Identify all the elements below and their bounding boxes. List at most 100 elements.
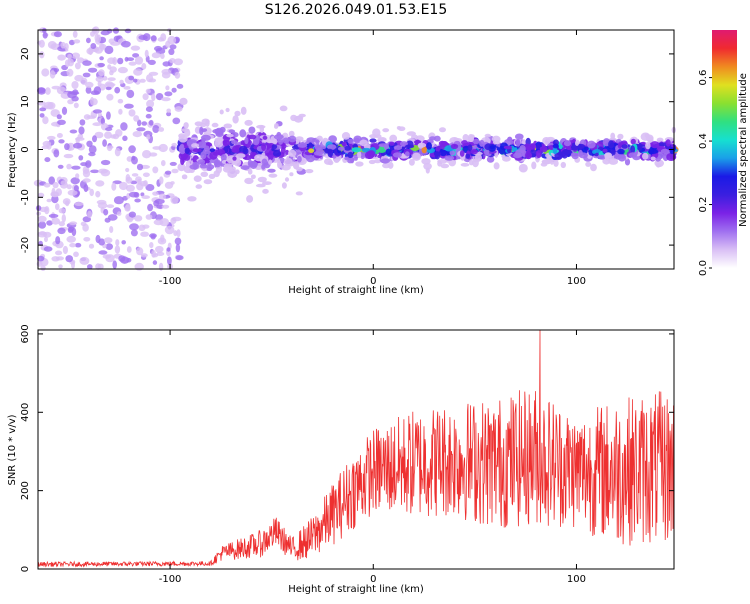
spectrogram-cell: [164, 225, 175, 235]
spectrogram-cell: [115, 239, 120, 246]
spectrogram-cell: [141, 63, 147, 70]
spectrogram-cell: [82, 60, 92, 66]
spectrogram-y-tick-label: 20: [20, 48, 31, 61]
spectrogram-cell: [630, 145, 636, 154]
spectrogram-cell: [73, 39, 81, 44]
spectrogram-cell: [172, 117, 181, 125]
spectrogram-cell: [48, 213, 59, 218]
spectrogram-cell: [89, 188, 94, 197]
spectrogram-cell: [268, 173, 278, 178]
spectrogram-cell: [149, 242, 154, 249]
spectrogram-cell: [134, 198, 141, 203]
spectrogram-cell: [472, 138, 480, 144]
spectrogram-cell: [41, 145, 50, 150]
spectrogram-cell: [51, 187, 56, 196]
spectrogram-cell: [74, 242, 82, 248]
spectrogram-cell: [161, 68, 171, 75]
spectrogram-cell: [281, 182, 287, 189]
spectrogram-cell: [255, 183, 266, 188]
spectrogram-cell: [117, 57, 124, 65]
spectrogram-cell: [55, 256, 64, 261]
spectrogram-cell: [166, 108, 171, 114]
spectrogram-cell: [60, 180, 68, 186]
spectrogram-cell: [378, 143, 388, 148]
spectrogram-cell: [439, 127, 446, 133]
spectrogram-cell: [123, 86, 131, 90]
spectrogram-cell: [617, 148, 625, 155]
spectrogram-cell: [161, 204, 170, 209]
spectrogram-cell: [132, 131, 142, 138]
spectrogram-cell: [507, 136, 513, 142]
spectrogram-cell: [114, 86, 121, 94]
spectrogram-cell: [199, 126, 204, 136]
spectrogram-cell: [66, 163, 72, 170]
spectrogram-cell: [277, 160, 282, 169]
spectrogram-cell: [64, 59, 70, 68]
spectrogram-cell: [178, 146, 186, 155]
spectrogram-cell: [92, 135, 97, 143]
spectrogram-cell: [174, 237, 182, 245]
spectrogram-cell: [142, 93, 149, 101]
spectrogram-cell: [176, 83, 184, 89]
spectrogram-cell: [149, 233, 157, 239]
spectrogram-cell: [147, 203, 154, 212]
spectrogram-cell: [176, 229, 181, 238]
spectrogram-cell: [273, 134, 284, 140]
spectrogram-cell: [355, 161, 364, 167]
spectrogram-cell: [145, 184, 155, 191]
spectrogram-cell: [71, 165, 81, 170]
snr-x-tick-label: 100: [567, 574, 586, 585]
spectrogram-cell: [306, 137, 316, 143]
spectrogram-cell: [39, 107, 47, 112]
spectrogram-cell: [40, 265, 46, 271]
spectrogram-cell: [563, 140, 572, 147]
spectrogram-cell: [461, 140, 468, 146]
spectrogram-cell: [145, 88, 151, 94]
spectrogram-cell: [178, 135, 188, 143]
spectrogram-cell: [87, 264, 93, 270]
spectrogram-cell: [337, 146, 345, 151]
spectrogram-x-tick-label: 0: [370, 276, 376, 287]
spectrogram-cell: [440, 141, 449, 147]
spectrogram-cell: [211, 122, 219, 128]
spectrogram-cell: [126, 246, 132, 253]
spectrogram-cell: [181, 174, 188, 180]
spectrogram-cell: [327, 160, 334, 166]
spectrogram-cell: [88, 46, 93, 56]
spectrogram-cell: [52, 181, 59, 189]
spectrogram-cell: [465, 153, 471, 159]
spectrogram-cell: [98, 69, 105, 77]
spectrogram-cell: [434, 151, 441, 160]
spectrogram-cell: [518, 163, 528, 173]
spectrogram-cell: [460, 162, 470, 167]
spectrogram-y-axis: -20 -10 0 10 20: [20, 48, 674, 253]
spectrogram-cell: [85, 81, 94, 88]
spectrogram-cell: [82, 223, 89, 232]
spectrogram-cell: [604, 152, 612, 161]
spectrogram-cell: [364, 151, 375, 160]
spectrogram-cell: [235, 153, 246, 159]
spectrogram-cell: [100, 30, 110, 36]
snr-panel: -100 0 100 0 200 400 600 Height of straight l…: [7, 324, 675, 595]
spectrogram-cell: [41, 68, 50, 77]
spectrogram-cell: [209, 148, 215, 153]
spectrogram-cell: [136, 127, 146, 132]
spectrogram-cell: [426, 142, 432, 150]
spectrogram-cell: [169, 58, 176, 64]
spectrogram-cell: [161, 97, 171, 102]
spectrogram-cell: [171, 142, 177, 147]
spectrogram-cell: [88, 67, 98, 73]
spectrogram-cell: [527, 145, 532, 153]
spectrogram-cell: [151, 52, 161, 59]
spectrogram-cell: [650, 156, 656, 161]
spectrogram-cell: [194, 121, 203, 127]
spectrogram-cell: [102, 139, 107, 147]
spectrogram-cell: [61, 214, 66, 223]
spectrogram-cell: [347, 151, 354, 159]
spectrogram-cell: [57, 164, 64, 169]
spectrogram-cell: [68, 226, 75, 232]
spectrogram-cell: [66, 68, 74, 77]
spectrogram-y-tick-label: -10: [20, 189, 31, 205]
spectrogram-cell: [115, 129, 123, 137]
